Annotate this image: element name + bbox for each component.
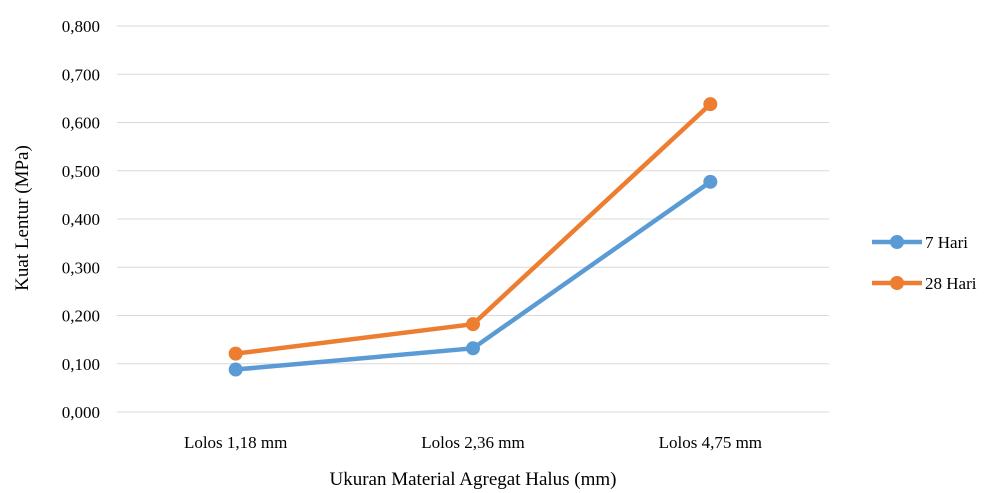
data-point bbox=[466, 317, 480, 332]
legend: 7 Hari 28 Hari bbox=[872, 233, 977, 293]
data-point bbox=[228, 346, 243, 361]
y-tick-label: 0,800 bbox=[62, 17, 100, 36]
series-group bbox=[228, 97, 718, 377]
legend-label: 28 Hari bbox=[925, 274, 977, 293]
y-tick-label: 0,000 bbox=[62, 403, 100, 422]
y-tick-label: 0,300 bbox=[62, 258, 100, 277]
y-tick-label: 0,200 bbox=[62, 307, 100, 326]
y-tick-label: 0,100 bbox=[62, 355, 100, 374]
y-tick-label: 0,400 bbox=[62, 210, 100, 229]
x-tick-label: Lolos 4,75 mm bbox=[659, 433, 762, 452]
y-axis-ticks: 0,000 0,100 0,200 0,300 0,400 0,500 0,600 0,700… bbox=[62, 17, 100, 422]
series-line-2 bbox=[233, 101, 713, 356]
data-point bbox=[466, 341, 480, 356]
x-axis-title: Ukuran Material Agregat Halus (mm) bbox=[329, 469, 616, 490]
x-axis-ticks: Lolos 1,18 mm Lolos 2,36 mm Lolos 4,75 mm bbox=[184, 433, 762, 452]
legend-marker bbox=[890, 276, 904, 290]
data-point bbox=[703, 174, 718, 189]
x-tick-label: Lolos 2,36 mm bbox=[421, 433, 524, 452]
y-tick-label: 0,600 bbox=[62, 114, 100, 133]
legend-marker bbox=[890, 235, 904, 249]
y-axis-title: Kuat Lentur (MPa) bbox=[12, 145, 33, 291]
data-point bbox=[703, 97, 718, 112]
x-tick-label: Lolos 1,18 mm bbox=[184, 433, 287, 452]
y-tick-label: 0,500 bbox=[62, 162, 100, 181]
legend-label: 7 Hari bbox=[925, 233, 968, 252]
data-point bbox=[228, 362, 243, 377]
y-tick-label: 0,700 bbox=[62, 65, 100, 84]
